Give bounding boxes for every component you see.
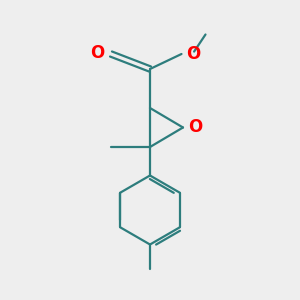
Text: O: O: [188, 118, 203, 136]
Text: O: O: [90, 44, 104, 62]
Text: O: O: [186, 45, 200, 63]
